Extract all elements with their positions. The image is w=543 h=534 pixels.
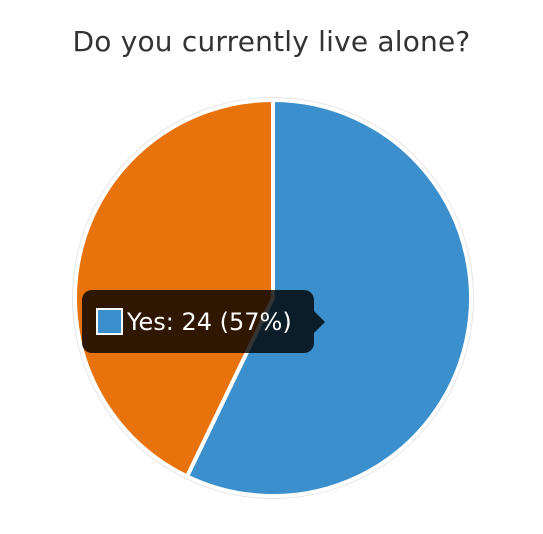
tooltip-swatch — [96, 308, 123, 335]
tooltip: Yes: 24 (57%) — [82, 290, 314, 353]
tooltip-text: Yes: 24 (57%) — [127, 308, 292, 336]
